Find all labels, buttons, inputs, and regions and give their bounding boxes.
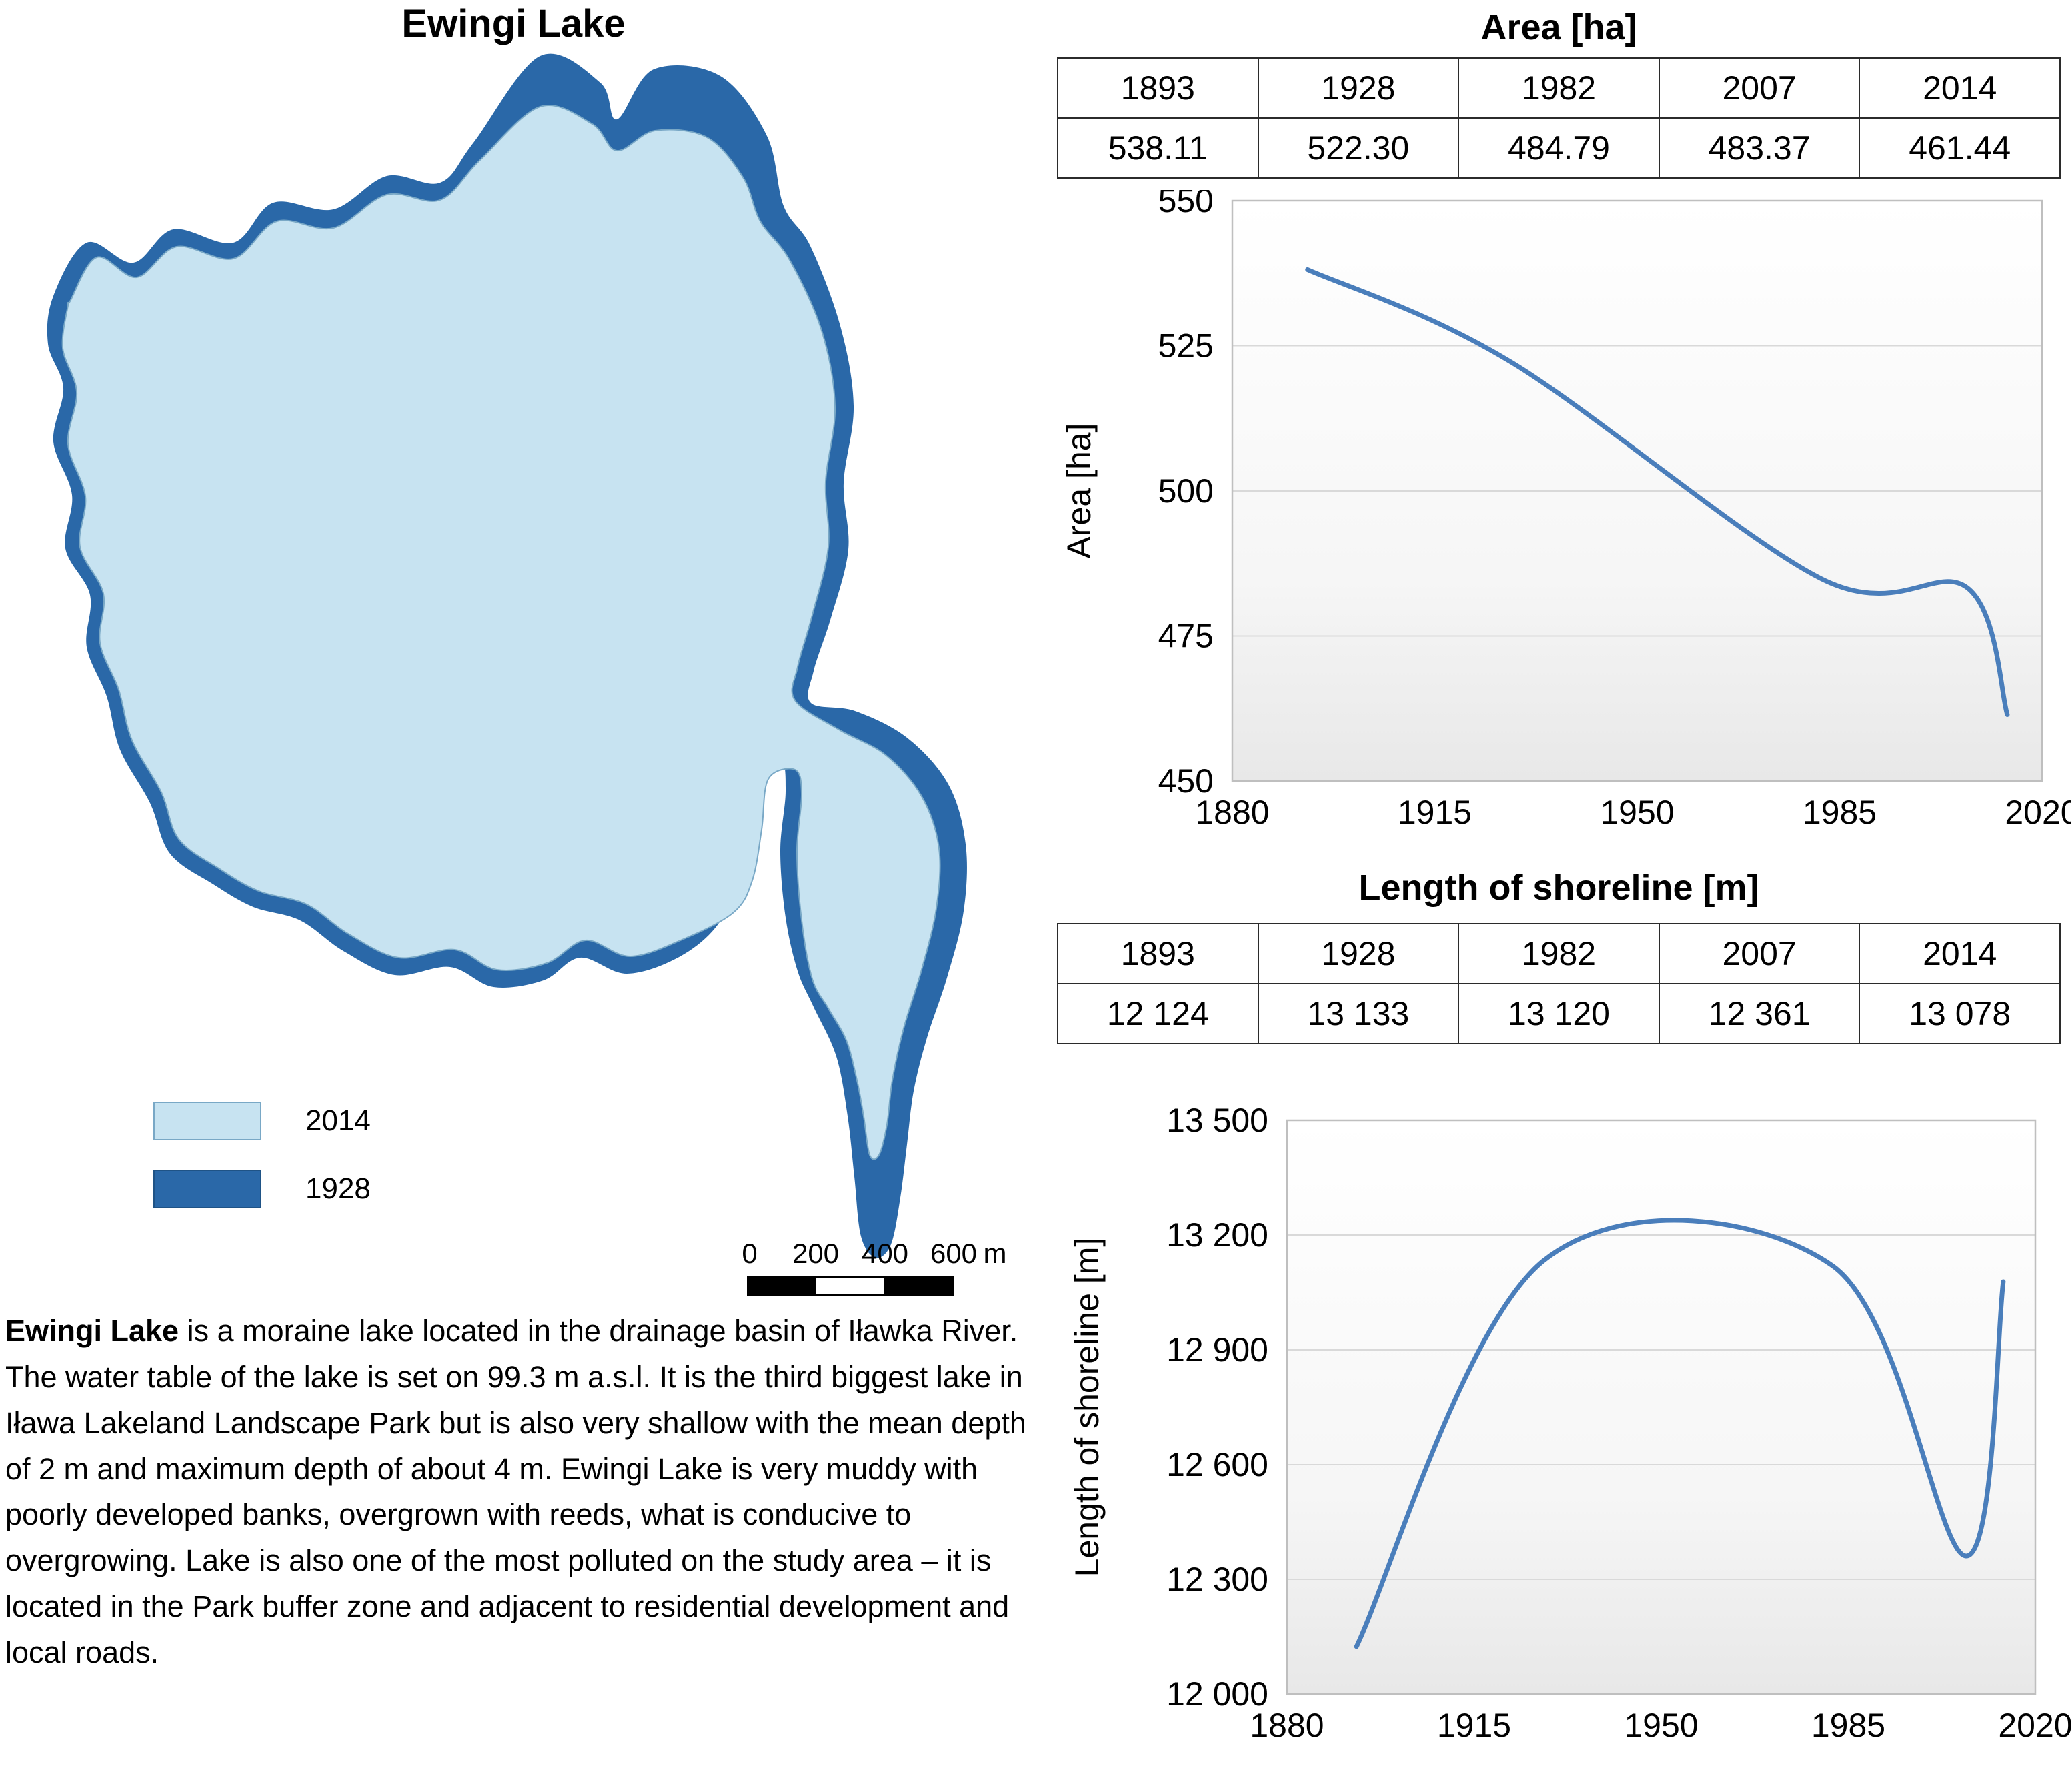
- y-tick-label: 13 200: [1166, 1216, 1268, 1254]
- y-tick-label: 12 300: [1166, 1561, 1268, 1598]
- x-tick-label: 1985: [1811, 1707, 1885, 1744]
- scale-label-0: 0: [742, 1238, 758, 1269]
- x-tick-label: 1880: [1195, 794, 1269, 831]
- year-cell: 1893: [1057, 923, 1259, 984]
- table-values-row: 12 124 13 133 13 120 12 361 13 078: [1057, 983, 2061, 1044]
- value-cell: 538.11: [1057, 117, 1259, 179]
- scale-segment-white: [816, 1278, 884, 1294]
- legend-swatch-2014: [153, 1102, 261, 1140]
- y-axis-label: Length of shoreline [m]: [1068, 1238, 1106, 1577]
- table-years-row: 1893 1928 1982 2007 2014: [1057, 923, 2061, 984]
- data-series-line: [1354, 1218, 2006, 1649]
- x-tick-label: 1950: [1624, 1707, 1698, 1744]
- scale-bar-graphic: [747, 1276, 954, 1296]
- scale-bar: 0 200 400 600 m: [742, 1238, 1027, 1302]
- data-series-line: [1305, 267, 2010, 717]
- map-legend: 2014 1928: [153, 1102, 371, 1208]
- y-tick-label: 525: [1158, 327, 1214, 365]
- year-cell: 2007: [1658, 57, 1861, 119]
- x-tick-label: 2020: [1998, 1707, 2071, 1744]
- y-axis-label: Area [ha]: [1060, 423, 1098, 559]
- y-tick-label: 13 500: [1166, 1102, 1268, 1139]
- x-tick-label: 2020: [2005, 794, 2071, 831]
- lake-map: [47, 53, 967, 1258]
- scale-segment-black: [749, 1278, 817, 1294]
- map-title: Ewingi Lake: [401, 2, 626, 45]
- scale-label-200: 200: [792, 1238, 840, 1269]
- area-table: 1893 1928 1982 2007 2014 538.11 522.30 484.79 48…: [1057, 57, 2061, 179]
- value-cell: 484.79: [1458, 117, 1660, 179]
- value-cell: 522.30: [1257, 117, 1460, 179]
- year-cell: 2014: [1859, 57, 2061, 119]
- y-tick-label: 500: [1158, 472, 1214, 510]
- description-lead: Ewingi Lake: [5, 1314, 179, 1348]
- plot-area: [1287, 1120, 2035, 1694]
- x-tick-label: 1915: [1437, 1707, 1511, 1744]
- table-values-row: 538.11 522.30 484.79 483.37 461.44: [1057, 117, 2061, 179]
- x-tick-label: 1950: [1600, 794, 1674, 831]
- description-body: is a moraine lake located in the drainag…: [5, 1314, 1026, 1669]
- value-cell: 12 361: [1658, 983, 1861, 1044]
- x-tick-label: 1915: [1398, 794, 1472, 831]
- year-cell: 1893: [1057, 57, 1259, 119]
- y-tick-label: 12 900: [1166, 1331, 1268, 1369]
- x-tick-label: 1985: [1803, 794, 1877, 831]
- value-cell: 12 124: [1057, 983, 1259, 1044]
- scale-label-400: 400: [861, 1238, 909, 1269]
- y-tick-label: 450: [1158, 762, 1214, 800]
- legend-swatch-1928: [153, 1170, 261, 1208]
- scale-unit-label: m: [983, 1238, 1007, 1269]
- lake-extent-2014: [61, 105, 941, 1160]
- scale-bar-labels: 0 200 400 600 m: [742, 1238, 1027, 1272]
- year-cell: 1928: [1257, 57, 1460, 119]
- legend-item-2014: 2014: [153, 1102, 371, 1140]
- value-cell: 13 120: [1458, 983, 1660, 1044]
- y-tick-label: 12 600: [1166, 1446, 1268, 1483]
- plot-border: [1231, 199, 2043, 782]
- year-cell: 1928: [1257, 923, 1460, 984]
- legend-label-1928: 1928: [305, 1172, 371, 1205]
- area-chart: 450 475 500 525 550 1880 1915 1950 1985 2020 Area …: [1060, 190, 2071, 831]
- value-cell: 13 133: [1257, 983, 1460, 1044]
- scale-label-600: 600: [930, 1238, 978, 1269]
- scale-segment-black: [884, 1278, 952, 1294]
- legend-label-2014: 2014: [305, 1104, 371, 1137]
- table-years-row: 1893 1928 1982 2007 2014: [1057, 57, 2061, 119]
- legend-item-1928: 1928: [153, 1170, 371, 1208]
- y-tick-label: 12 000: [1166, 1675, 1268, 1713]
- area-table-title: Area [ha]: [1480, 7, 1637, 47]
- year-cell: 1982: [1458, 923, 1660, 984]
- shoreline-chart: 12 000 12 300 12 600 12 900 13 200 13 500 1880…: [1068, 1102, 2071, 1744]
- shoreline-table: 1893 1928 1982 2007 2014 12 124 13 133 13 120 12…: [1057, 923, 2061, 1044]
- lake-description: Ewingi Lake is a moraine lake located in…: [5, 1308, 1047, 1676]
- y-tick-label: 550: [1158, 190, 1214, 219]
- year-cell: 2014: [1859, 923, 2061, 984]
- year-cell: 2007: [1658, 923, 1861, 984]
- value-cell: 483.37: [1658, 117, 1861, 179]
- y-tick-label: 475: [1158, 618, 1214, 655]
- x-tick-label: 1880: [1250, 1707, 1324, 1744]
- shoreline-table-title: Length of shoreline [m]: [1358, 868, 1759, 908]
- value-cell: 13 078: [1859, 983, 2061, 1044]
- plot-border: [1286, 1119, 2037, 1695]
- year-cell: 1982: [1458, 57, 1660, 119]
- value-cell: 461.44: [1859, 117, 2061, 179]
